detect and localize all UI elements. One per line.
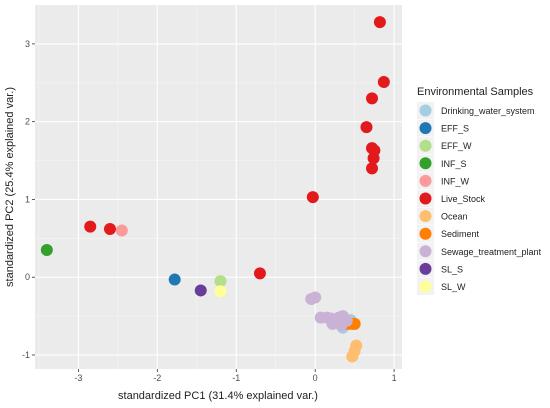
y-tick-label: 2 [25, 117, 30, 127]
data-point [366, 92, 379, 105]
data-point [168, 273, 181, 286]
y-axis-ticks: -1 0 1 2 3 [22, 39, 35, 360]
x-axis-ticks: -3 -2 -1 0 1 [74, 369, 397, 383]
major-grid [35, 5, 402, 369]
legend-label: SL_S [441, 264, 463, 274]
legend-label: SL_W [441, 282, 466, 292]
minor-grid [35, 5, 402, 369]
legend-marker [419, 104, 432, 117]
data-point [346, 350, 359, 363]
legend-title: Environmental Samples [417, 86, 534, 98]
x-axis-title: standardized PC1 (31.4% explained var.) [118, 390, 318, 402]
y-tick-label: 0 [25, 272, 30, 282]
legend-marker [419, 174, 432, 187]
legend-marker [419, 280, 432, 293]
data-point [253, 267, 266, 280]
data-point [335, 319, 348, 332]
data-point [214, 275, 227, 288]
data-point [214, 285, 227, 298]
data-point [377, 76, 390, 88]
legend-label: Sewage_treatment_plant [441, 247, 542, 257]
legend-label: INF_S [441, 159, 467, 169]
data-point [103, 223, 116, 235]
legend-marker [419, 192, 432, 205]
legend-label: Drinking_water_system [441, 106, 535, 116]
legend-label: EFF_W [441, 141, 472, 151]
data-point [194, 284, 207, 297]
data-point [366, 162, 379, 175]
legend-marker [419, 262, 432, 275]
x-tick-label: -2 [153, 373, 161, 383]
data-point [360, 121, 373, 134]
y-tick-label: -1 [22, 350, 30, 360]
y-axis-title: standardized PC2 (25.4% explained var.) [4, 87, 16, 287]
legend-marker [419, 210, 432, 223]
legend-marker [419, 122, 432, 135]
data-point [115, 224, 128, 237]
x-tick-label: -1 [232, 373, 240, 383]
legend-marker [419, 139, 432, 152]
legend-label: EFF_S [441, 124, 469, 134]
legend-label: Sediment [441, 229, 480, 239]
legend: Environmental Samples Drinking_water_sys… [417, 86, 542, 295]
x-tick-label: -3 [74, 373, 82, 383]
data-point [305, 293, 318, 305]
data-point [40, 244, 53, 256]
y-tick-label: 3 [25, 39, 30, 49]
legend-marker [419, 245, 432, 258]
legend-label: Ocean [441, 212, 468, 222]
data-point [84, 220, 97, 233]
legend-label: Live_Stock [441, 194, 486, 204]
legend-marker [419, 227, 432, 240]
data-point [306, 191, 319, 204]
legend-label: INF_W [441, 176, 470, 186]
legend-items: Drinking_water_system EFF_S EFF_W INF_S INF_… [417, 102, 542, 295]
data-point [367, 152, 380, 165]
panel-background [35, 5, 402, 369]
y-tick-label: 1 [25, 194, 30, 204]
legend-marker [419, 157, 432, 170]
x-tick-label: 1 [392, 373, 397, 383]
x-tick-label: 0 [313, 373, 318, 383]
data-points [40, 16, 390, 363]
data-point [373, 16, 386, 29]
